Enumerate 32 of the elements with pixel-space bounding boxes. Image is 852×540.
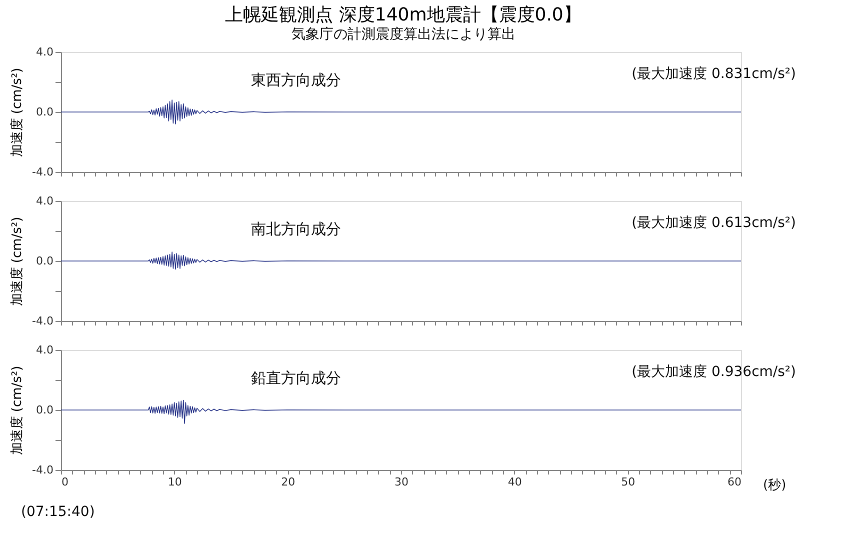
line-series xyxy=(60,400,742,424)
x-tick-label: 50 xyxy=(621,476,636,488)
annotation: 南北方向成分 xyxy=(251,220,341,238)
x-tick-label: 40 xyxy=(508,476,522,488)
y-tick-label: -4.0 xyxy=(32,314,54,328)
y-tick-label: 0.0 xyxy=(36,106,54,118)
y-tick-label: 4.0 xyxy=(36,194,54,208)
y-tick-label: 4.0 xyxy=(36,46,54,58)
line-series xyxy=(60,252,742,270)
chart-title: 上幌延観測点 深度140m地震計【震度0.0】 xyxy=(225,4,582,26)
x-tick-label: 60 xyxy=(728,476,742,488)
y-axis-title: 加速度 (cm/s²) xyxy=(9,366,26,456)
y-tick-label: 4.0 xyxy=(36,344,54,356)
y-tick-label: 0.0 xyxy=(36,254,54,268)
y-axis-title: 加速度 (cm/s²) xyxy=(9,216,26,306)
y-tick-label: -4.0 xyxy=(32,464,54,476)
chart-subtitle: 気象庁の計測震度算出法により算出 xyxy=(291,26,516,42)
text: (07:15:40) xyxy=(21,504,95,520)
annotation: (最大加速度 0.936cm/s²) xyxy=(632,364,796,380)
x-tick-label: 30 xyxy=(394,476,408,488)
x-tick-label: 10 xyxy=(168,476,182,488)
annotation: 東西方向成分 xyxy=(251,71,341,89)
x-axis-title: (秒) xyxy=(763,478,786,493)
annotation: 鉛直方向成分 xyxy=(251,369,341,387)
y-tick-label: -4.0 xyxy=(32,166,54,178)
annotation: (最大加速度 0.613cm/s²) xyxy=(632,215,796,231)
y-axis-title: 加速度 (cm/s²) xyxy=(9,68,26,158)
line-series xyxy=(60,100,742,124)
y-tick-label: 0.0 xyxy=(36,404,54,416)
x-tick-label: 20 xyxy=(281,476,296,488)
annotation: (最大加速度 0.831cm/s²) xyxy=(632,66,796,82)
x-tick-label: 0 xyxy=(62,476,68,488)
